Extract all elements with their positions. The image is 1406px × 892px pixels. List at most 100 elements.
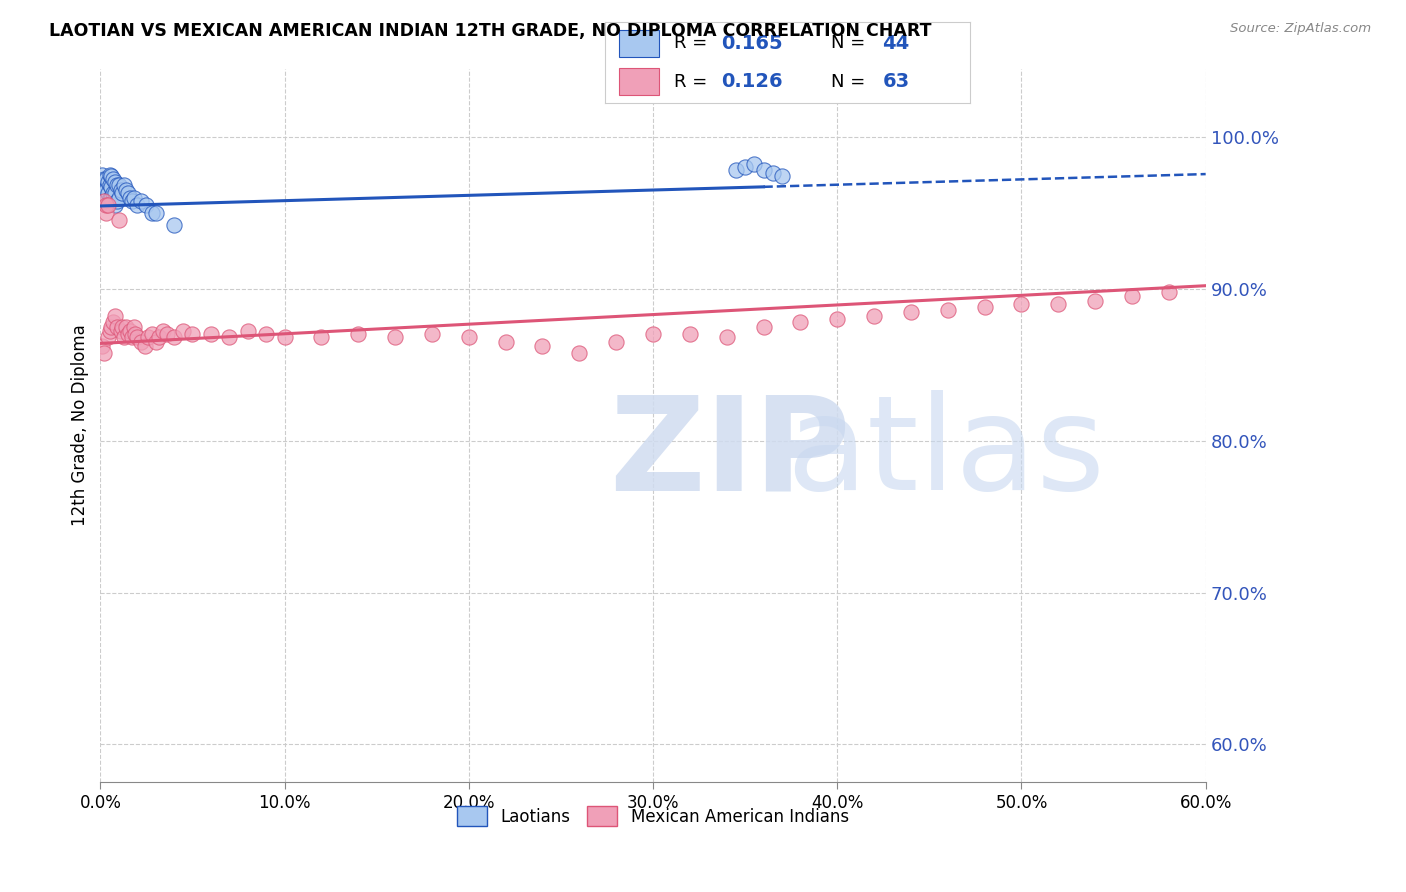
Point (94, 206, 117, 220)
Point (218, 330, 240, 344)
Y-axis label: 12th Grade, No Diploma: 12th Grade, No Diploma (72, 325, 89, 526)
Point (93, 194, 115, 208)
Point (100, 319, 122, 334)
Point (136, 330, 159, 344)
Point (98, 178, 121, 193)
Point (716, 330, 738, 344)
Text: R =: R = (673, 34, 713, 52)
Text: LAOTIAN VS MEXICAN AMERICAN INDIAN 12TH GRADE, NO DIPLOMA CORRELATION CHART: LAOTIAN VS MEXICAN AMERICAN INDIAN 12TH … (49, 22, 932, 40)
Text: N =: N = (831, 34, 872, 52)
Point (770, 169, 793, 184)
Legend: Laotians, Mexican American Indians: Laotians, Mexican American Indians (449, 797, 858, 835)
Point (384, 330, 406, 344)
Point (789, 315, 811, 329)
Point (1010, 297, 1032, 311)
Point (110, 324, 132, 338)
Point (531, 339, 554, 353)
Point (100, 191, 122, 205)
Point (93, 183, 115, 197)
Point (112, 178, 135, 193)
Point (1047, 297, 1070, 311)
Point (112, 330, 135, 344)
Point (311, 330, 333, 344)
Point (111, 186, 134, 200)
Point (568, 345, 591, 359)
Point (1157, 285, 1180, 299)
Point (118, 191, 141, 205)
Point (724, 163, 747, 178)
Point (825, 312, 848, 326)
Point (141, 206, 163, 220)
Point (93, 345, 115, 359)
Point (127, 198, 149, 212)
Point (744, 157, 766, 171)
Text: 0.165: 0.165 (721, 34, 783, 53)
Point (200, 327, 222, 342)
Point (1121, 289, 1143, 303)
Point (495, 334, 517, 349)
Point (100, 180, 122, 194)
Point (118, 324, 141, 338)
Point (111, 319, 134, 334)
Point (156, 327, 179, 342)
Point (273, 330, 295, 344)
Point (679, 327, 702, 342)
Point (94, 198, 117, 212)
Point (863, 309, 886, 323)
Point (100, 169, 122, 184)
Point (104, 176, 127, 190)
Point (752, 163, 775, 178)
Point (641, 327, 664, 342)
Point (973, 300, 995, 314)
Point (145, 334, 167, 349)
Point (122, 319, 145, 334)
Point (129, 194, 152, 208)
Point (734, 160, 756, 174)
Point (107, 191, 129, 205)
Point (97, 330, 120, 344)
Point (97, 198, 120, 212)
Point (104, 198, 127, 212)
Point (181, 327, 204, 342)
Point (117, 186, 139, 200)
Point (762, 166, 785, 180)
Point (605, 334, 627, 349)
Text: N =: N = (831, 73, 872, 91)
Point (117, 327, 139, 342)
Point (936, 303, 959, 318)
Point (900, 304, 922, 318)
Point (141, 327, 163, 342)
Point (115, 183, 138, 197)
Text: R =: R = (673, 73, 713, 91)
Point (91, 168, 114, 182)
Point (93, 194, 115, 208)
Point (98, 191, 121, 205)
Point (145, 206, 167, 220)
Point (94, 172, 117, 186)
Point (93, 172, 115, 186)
Point (134, 339, 156, 353)
Point (98, 168, 121, 182)
Text: atlas: atlas (786, 391, 1105, 517)
Text: 0.126: 0.126 (721, 72, 783, 91)
Point (148, 330, 170, 344)
Point (110, 183, 132, 197)
Point (347, 327, 370, 342)
Point (163, 218, 186, 232)
Point (752, 319, 775, 334)
FancyBboxPatch shape (619, 29, 659, 57)
Point (457, 330, 479, 344)
Point (420, 327, 443, 342)
FancyBboxPatch shape (619, 68, 659, 95)
Point (97, 176, 120, 190)
Point (97, 186, 120, 200)
Point (172, 324, 194, 338)
Point (105, 319, 128, 334)
Point (115, 319, 138, 334)
Point (94, 183, 117, 197)
Text: 44: 44 (883, 34, 910, 53)
Point (105, 178, 128, 193)
Point (103, 172, 125, 186)
Point (107, 178, 129, 193)
Point (121, 194, 143, 208)
